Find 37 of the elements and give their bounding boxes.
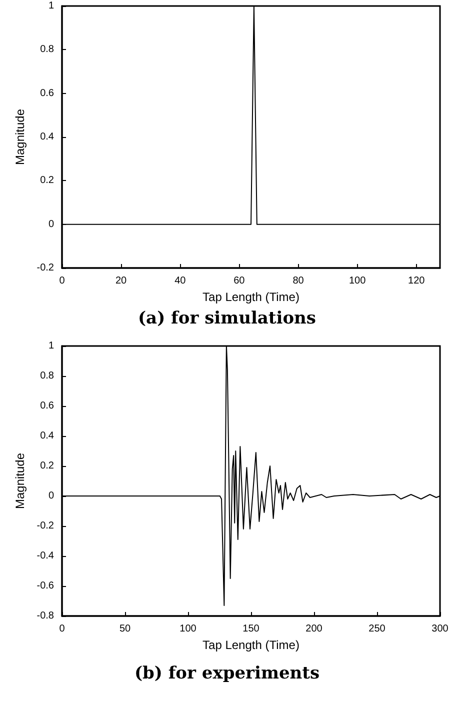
x-tick-label: 300 [432, 624, 449, 634]
x-axis-title: Tap Length (Time) [202, 638, 300, 652]
y-axis-title: Magnitude [12, 452, 27, 510]
x-tick-label: 120 [408, 276, 426, 286]
x-tick-label: 40 [174, 276, 186, 286]
x-tick-label: 200 [306, 624, 323, 634]
y-tick-label: 0.8 [40, 44, 54, 56]
y-tick-label: 0.2 [40, 175, 54, 186]
y-tick-label: 0.2 [40, 460, 54, 472]
x-tick-label: 150 [242, 624, 260, 634]
x-tick-label: 100 [180, 624, 197, 634]
x-tick-label: 250 [368, 624, 386, 634]
y-tick-label: -0.2 [36, 520, 54, 532]
y-tick-label: 1 [48, 0, 54, 12]
x-tick-label: 80 [292, 276, 304, 286]
y-tick-label: 0 [48, 490, 54, 502]
y-tick-label: 0.8 [40, 370, 54, 382]
y-axis-title: Magnitude [12, 108, 27, 166]
y-tick-label: -0.8 [36, 610, 54, 622]
x-axis-title: Tap Length (Time) [202, 290, 300, 304]
y-tick-label: 1 [48, 340, 54, 352]
x-tick-label: 50 [119, 624, 131, 634]
y-tick-label: -0.4 [36, 550, 54, 562]
y-tick-label: 0.6 [40, 400, 54, 412]
x-tick-label: 100 [348, 276, 366, 286]
x-tick-label: 60 [234, 276, 246, 286]
x-tick-label: 20 [116, 276, 128, 286]
x-tick-label: 0 [59, 276, 66, 286]
text: (b) for experiments [134, 664, 320, 684]
y-tick-label: -0.2 [36, 262, 54, 274]
y-tick-label: -0.6 [36, 580, 54, 592]
text: (a) for simulations [138, 308, 316, 328]
y-tick-label: 0 [48, 218, 54, 230]
y-tick-label: 0.4 [40, 132, 54, 142]
y-tick-label: 0.4 [40, 430, 54, 442]
x-tick-label: 0 [59, 624, 66, 634]
y-tick-label: 0.6 [40, 88, 54, 99]
